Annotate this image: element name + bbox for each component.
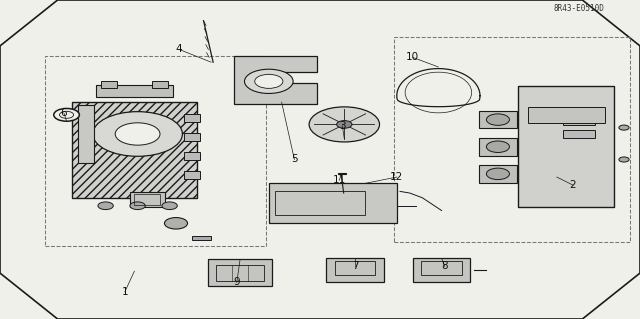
Bar xyxy=(79,105,95,163)
Text: 11: 11 xyxy=(333,175,346,185)
Circle shape xyxy=(93,112,182,156)
Text: 3: 3 xyxy=(339,121,346,131)
Bar xyxy=(326,258,384,281)
Circle shape xyxy=(337,121,352,128)
Circle shape xyxy=(619,125,629,130)
Circle shape xyxy=(54,108,79,121)
Bar xyxy=(192,236,211,240)
Bar xyxy=(184,114,200,122)
Bar xyxy=(152,81,168,88)
Bar xyxy=(422,261,462,275)
Circle shape xyxy=(162,202,177,210)
Bar xyxy=(269,182,397,223)
Circle shape xyxy=(115,123,160,145)
Text: 6: 6 xyxy=(61,108,67,118)
Circle shape xyxy=(130,202,145,210)
Bar xyxy=(72,102,197,198)
Circle shape xyxy=(619,157,629,162)
Text: 9: 9 xyxy=(234,277,240,287)
Bar xyxy=(130,192,165,207)
Bar xyxy=(184,152,200,160)
Text: 8R43-E0510D: 8R43-E0510D xyxy=(554,4,605,13)
Text: 12: 12 xyxy=(390,172,403,182)
Bar xyxy=(563,117,595,125)
Text: 8: 8 xyxy=(442,261,448,271)
Bar xyxy=(479,165,517,183)
Circle shape xyxy=(486,114,509,125)
Bar xyxy=(518,86,614,207)
Bar xyxy=(208,259,272,286)
Bar xyxy=(72,102,197,198)
Bar xyxy=(134,194,160,205)
Bar xyxy=(184,172,200,180)
Text: 1: 1 xyxy=(122,287,128,297)
Text: 7: 7 xyxy=(352,261,358,271)
Circle shape xyxy=(255,74,283,88)
Circle shape xyxy=(486,168,509,180)
Text: 5: 5 xyxy=(291,154,298,165)
Bar xyxy=(479,138,517,155)
Bar xyxy=(184,133,200,141)
Bar xyxy=(528,107,605,123)
Bar xyxy=(479,111,517,128)
Bar xyxy=(563,130,595,138)
Bar xyxy=(518,86,614,207)
Circle shape xyxy=(486,141,509,152)
Bar xyxy=(338,173,346,174)
Polygon shape xyxy=(234,56,317,104)
Bar xyxy=(100,81,116,88)
Bar xyxy=(45,56,266,246)
Circle shape xyxy=(98,202,113,210)
Circle shape xyxy=(309,107,380,142)
Bar xyxy=(394,37,630,242)
Bar xyxy=(275,190,365,214)
Bar xyxy=(413,258,470,281)
Text: 2: 2 xyxy=(570,180,576,190)
Bar xyxy=(216,264,264,281)
Text: 10: 10 xyxy=(406,52,419,63)
Circle shape xyxy=(244,69,293,93)
Text: 4: 4 xyxy=(176,44,182,55)
Circle shape xyxy=(60,111,74,118)
Circle shape xyxy=(164,218,188,229)
Bar xyxy=(96,85,173,97)
Bar xyxy=(335,261,375,275)
